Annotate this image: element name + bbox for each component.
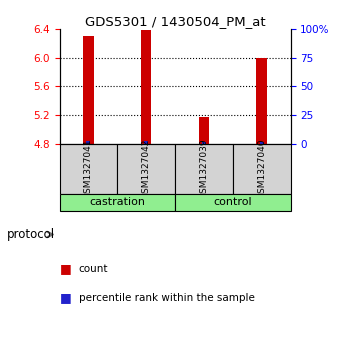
Bar — [60, 144, 117, 195]
Text: ■: ■ — [60, 262, 71, 275]
Bar — [144, 141, 148, 144]
Bar — [260, 142, 264, 144]
Bar — [117, 144, 175, 195]
Text: protocol: protocol — [7, 228, 55, 241]
Title: GDS5301 / 1430504_PM_at: GDS5301 / 1430504_PM_at — [85, 15, 265, 28]
Bar — [141, 30, 151, 144]
Bar — [257, 58, 267, 144]
Bar — [86, 141, 90, 144]
Text: castration: castration — [89, 197, 145, 208]
Bar — [175, 195, 290, 211]
Bar — [83, 36, 93, 144]
Bar — [202, 142, 206, 144]
Text: count: count — [79, 264, 108, 274]
Bar — [199, 117, 209, 144]
Text: GSM1327039: GSM1327039 — [199, 139, 208, 200]
Bar — [233, 144, 290, 195]
Bar — [60, 195, 175, 211]
Text: GSM1327042: GSM1327042 — [142, 139, 150, 199]
Text: ■: ■ — [60, 291, 71, 304]
Text: GSM1327041: GSM1327041 — [84, 139, 93, 199]
Text: percentile rank within the sample: percentile rank within the sample — [79, 293, 255, 303]
Text: GSM1327040: GSM1327040 — [257, 139, 266, 199]
Text: control: control — [214, 197, 252, 208]
Bar — [175, 144, 233, 195]
